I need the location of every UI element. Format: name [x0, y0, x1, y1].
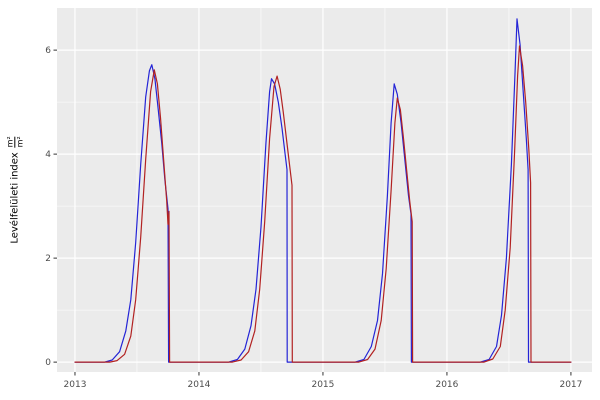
y-axis-label-fraction: m² m²: [5, 136, 25, 148]
y-axis-label-text: Levélfelületi index: [9, 152, 21, 244]
y-axis-label: Levélfelületi index m² m²: [5, 136, 25, 244]
series-blue-line: [74, 18, 572, 363]
y-tick-label: 0: [45, 358, 51, 368]
y-tick-label: 6: [45, 46, 51, 56]
series-red-line: [74, 45, 572, 363]
y-tick-label: 4: [45, 150, 51, 160]
plot-panel: [57, 8, 592, 372]
fraction-numerator: m²: [5, 136, 15, 148]
y-tick-label: 2: [45, 254, 51, 264]
x-tick-label: 2014: [188, 380, 211, 390]
x-tick-label: 2015: [311, 380, 334, 390]
x-tick-label: 2013: [64, 380, 87, 390]
fraction-denominator: m²: [14, 136, 25, 148]
x-tick-label: 2017: [559, 380, 582, 390]
x-tick-label: 2016: [435, 380, 458, 390]
